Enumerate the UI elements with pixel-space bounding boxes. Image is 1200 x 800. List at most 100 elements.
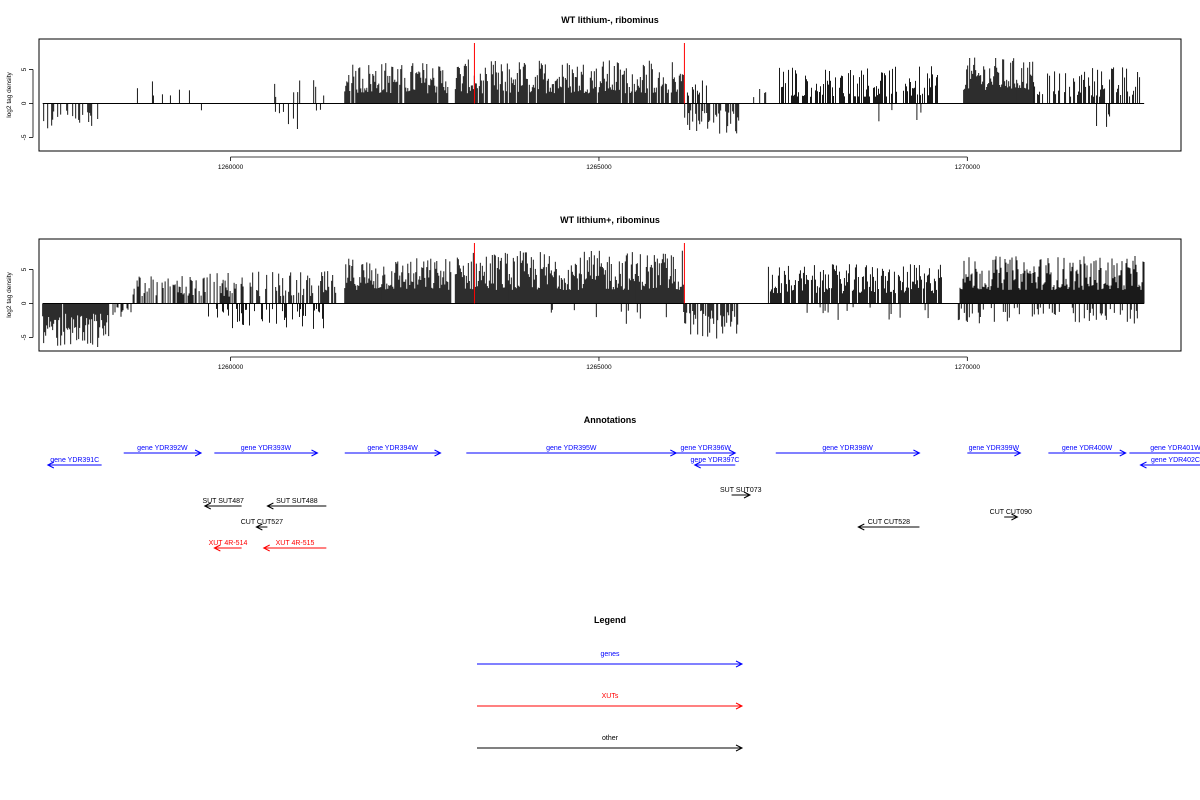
track-2-markers	[473, 243, 685, 304]
annotation-feature: SUT SUT487	[202, 498, 244, 510]
legend-label: genes	[600, 651, 620, 658]
x-tick-label: 1270000	[955, 364, 981, 371]
annotation-feature: gene YDR400W	[1048, 445, 1127, 457]
track-1-y-axis: -5 0 5	[21, 67, 34, 140]
track-2-y-axis: -5 0 5	[21, 267, 34, 340]
track-1-x-axis: 1260000 1265000 1270000	[218, 156, 981, 171]
annotation-features: gene YDR391C gene YDR392W gene YDR393W gene…	[46, 445, 1200, 552]
feature-arrow-head	[46, 461, 55, 469]
feature-arrow-head	[1119, 449, 1127, 457]
track-2-x-axis: 1260000 1265000 1270000	[218, 356, 981, 371]
feature-label: gene YDR397C	[691, 457, 740, 464]
annotation-feature: gene YDR393W	[214, 445, 319, 457]
legend-items: genes XUTs other	[477, 651, 744, 752]
annotation-feature: gene YDR392W	[123, 445, 203, 457]
feature-arrow-head	[743, 491, 752, 499]
y-tick-label: 5	[21, 67, 28, 71]
annotation-feature: gene YDR398W	[775, 445, 921, 457]
track-1-bars	[42, 57, 1145, 134]
feature-arrow-head	[729, 449, 737, 457]
track-1-markers	[473, 43, 685, 104]
feature-arrow-head	[311, 449, 319, 457]
annotation-feature: gene YDR401W	[1129, 445, 1200, 454]
y-tick-label: 0	[21, 101, 28, 105]
annotation-feature: gene YDR395W	[466, 445, 678, 457]
feature-label: gene YDR398W	[822, 445, 873, 452]
annotation-feature: SUT SUT488	[266, 498, 327, 510]
track-2-plot-frame	[38, 238, 1182, 352]
feature-arrow-head	[266, 502, 274, 510]
annotation-feature: CUT CUT528	[857, 519, 920, 531]
x-tick-label: 1265000	[586, 364, 612, 371]
annotation-feature: gene YDR391C	[46, 457, 102, 469]
legend-arrow-head	[735, 744, 744, 752]
feature-label: SUT SUT487	[202, 498, 244, 505]
y-tick-label: -5	[21, 134, 28, 140]
y-tick-label: 0	[21, 301, 28, 305]
feature-arrow-head	[693, 461, 701, 469]
annotation-feature: gene YDR396W	[676, 445, 737, 457]
track-lithium-minus: WT lithium-, ribominus log2 tag density …	[6, 15, 1182, 171]
y-tick-label: -5	[21, 334, 28, 340]
annotations-title: Annotations	[584, 415, 637, 425]
feature-label: CUT CUT527	[241, 519, 283, 526]
legend-arrow-head	[735, 660, 744, 668]
feature-arrow-head	[203, 502, 211, 510]
feature-label: XUT 4R-514	[209, 540, 248, 547]
feature-label: gene YDR392W	[137, 445, 188, 452]
x-tick-label: 1260000	[218, 364, 244, 371]
feature-arrow-head	[1014, 449, 1022, 457]
feature-label: gene YDR391C	[50, 457, 99, 464]
annotation-feature: gene YDR397C	[691, 457, 740, 469]
annotation-feature: XUT 4R-515	[262, 540, 327, 552]
feature-arrow-head	[434, 449, 442, 457]
legend-item: XUTs	[477, 693, 744, 710]
legend-item: genes	[477, 651, 744, 668]
feature-arrow-head	[262, 544, 270, 552]
feature-label: XUT 4R-515	[276, 540, 315, 547]
track-2-ylabel: log2 tag density	[6, 271, 13, 317]
x-tick-label: 1265000	[586, 164, 612, 171]
feature-label: gene YDR396W	[681, 445, 732, 452]
annotation-feature: XUT 4R-514	[209, 540, 248, 552]
annotation-feature: gene YDR402C	[1139, 457, 1200, 469]
legend-panel: Legend genes XUTs other	[477, 615, 744, 752]
feature-label: gene YDR400W	[1062, 445, 1113, 452]
legend-label: XUTs	[602, 693, 619, 700]
feature-label: gene YDR402C	[1151, 457, 1200, 464]
annotation-feature: SUT SUT073	[720, 487, 762, 499]
annotation-feature: gene YDR399W	[967, 445, 1022, 457]
feature-label: gene YDR394W	[367, 445, 418, 452]
track-1-title: WT lithium-, ribominus	[561, 15, 659, 25]
feature-label: CUT CUT090	[990, 509, 1032, 516]
track-1-plot-frame	[38, 38, 1182, 152]
feature-label: SUT SUT073	[720, 487, 762, 494]
feature-label: gene YDR401W	[1150, 445, 1200, 452]
track-1-ylabel: log2 tag density	[6, 71, 13, 117]
x-tick-label: 1270000	[955, 164, 981, 171]
feature-arrow-head	[857, 523, 865, 531]
feature-arrow-head	[1139, 461, 1147, 469]
feature-arrow-head	[913, 449, 921, 457]
feature-label: gene YDR395W	[546, 445, 597, 452]
legend-label: other	[602, 735, 619, 742]
annotation-feature: gene YDR394W	[344, 445, 442, 457]
feature-label: gene YDR393W	[241, 445, 292, 452]
feature-arrow-head	[1011, 513, 1019, 521]
feature-arrow-head	[213, 544, 221, 552]
track-2-bars	[42, 250, 1145, 347]
track-lithium-plus: WT lithium+, ribominus log2 tag density …	[6, 215, 1182, 371]
legend-item: other	[477, 735, 744, 752]
legend-title: Legend	[594, 615, 626, 625]
feature-arrow-head	[255, 523, 263, 531]
feature-label: SUT SUT488	[276, 498, 318, 505]
annotation-feature: CUT CUT527	[241, 519, 283, 531]
feature-label: gene YDR399W	[969, 445, 1020, 452]
track-2-title: WT lithium+, ribominus	[560, 215, 660, 225]
annotation-feature: CUT CUT090	[990, 509, 1032, 521]
x-tick-label: 1260000	[218, 164, 244, 171]
feature-arrow-head	[194, 449, 203, 457]
y-tick-label: 5	[21, 267, 28, 271]
